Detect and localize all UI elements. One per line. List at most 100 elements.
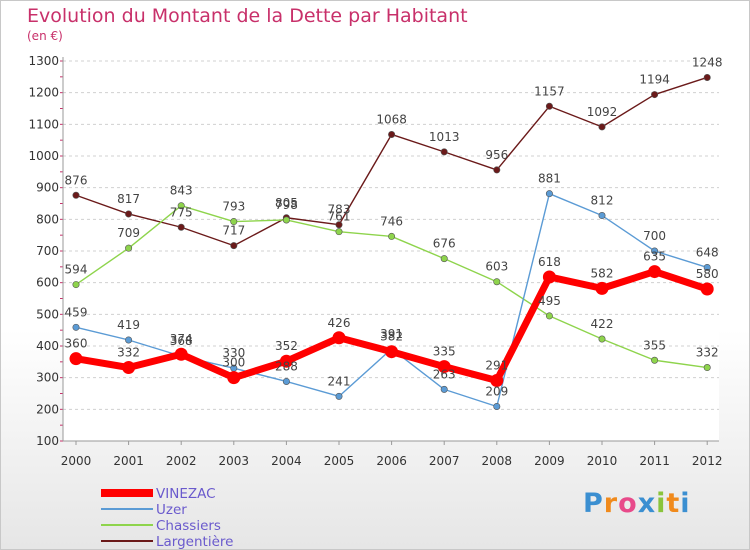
data-label: 717 xyxy=(222,224,245,238)
data-label: 1194 xyxy=(639,73,670,87)
data-point xyxy=(279,354,293,368)
data-point xyxy=(72,323,80,331)
data-label: 332 xyxy=(696,346,719,360)
data-point xyxy=(335,392,343,400)
data-point xyxy=(282,377,290,385)
chart-title: Evolution du Montant de la Dette par Hab… xyxy=(27,5,468,27)
data-point xyxy=(493,402,501,410)
data-label: 426 xyxy=(328,316,351,330)
data-label: 746 xyxy=(380,214,403,228)
data-label: 1248 xyxy=(692,55,723,69)
data-label: 793 xyxy=(222,200,245,214)
data-label: 881 xyxy=(538,172,561,186)
data-point xyxy=(440,385,448,393)
data-label: 459 xyxy=(65,305,88,319)
data-label: 263 xyxy=(433,367,456,381)
data-point xyxy=(437,360,451,374)
data-label: 817 xyxy=(117,192,140,206)
data-point xyxy=(72,191,80,199)
logo-letter: P xyxy=(583,488,604,519)
data-point xyxy=(125,244,133,252)
data-label: 419 xyxy=(117,318,140,332)
data-point xyxy=(440,255,448,263)
data-label: 843 xyxy=(170,184,193,198)
x-tick-label: 2007 xyxy=(429,454,460,468)
y-tick-label: 100 xyxy=(36,434,59,448)
y-tick-label: 300 xyxy=(36,371,59,385)
data-point xyxy=(598,212,606,220)
data-point xyxy=(335,228,343,236)
data-label: 422 xyxy=(591,317,614,331)
x-tick-label: 2006 xyxy=(376,454,407,468)
data-label: 368 xyxy=(170,334,193,348)
y-tick-label: 900 xyxy=(36,181,59,195)
x-tick-label: 2000 xyxy=(61,454,92,468)
data-label: 495 xyxy=(538,294,561,308)
data-point xyxy=(490,374,504,388)
y-tick-label: 1100 xyxy=(28,117,59,131)
logo-letter: i xyxy=(680,488,691,519)
y-tick-label: 600 xyxy=(36,276,59,290)
logo-letter: o xyxy=(618,488,638,519)
plot-area xyxy=(63,57,719,441)
data-label: 374 xyxy=(170,332,193,346)
proxiti-logo: Proxiti xyxy=(583,488,691,519)
data-label: 335 xyxy=(433,345,456,359)
y-tick-label: 1000 xyxy=(28,149,59,163)
data-label: 876 xyxy=(65,173,88,187)
data-point xyxy=(125,336,133,344)
legend-label-uzer: Uzer xyxy=(156,502,187,518)
data-label: 291 xyxy=(485,359,508,373)
data-label: 391 xyxy=(380,327,403,341)
y-tick-label: 700 xyxy=(36,244,59,258)
data-point xyxy=(440,148,448,156)
x-tick-label: 2001 xyxy=(113,454,144,468)
data-label: 648 xyxy=(696,245,719,259)
data-point xyxy=(72,281,80,289)
data-label: 300 xyxy=(222,356,245,370)
data-label: 382 xyxy=(380,330,403,344)
data-label: 676 xyxy=(433,237,456,251)
data-point xyxy=(493,278,501,286)
data-label: 1157 xyxy=(534,84,565,98)
data-label: 360 xyxy=(65,337,88,351)
data-label: 783 xyxy=(328,203,351,217)
data-point xyxy=(335,221,343,229)
data-label: 241 xyxy=(328,374,351,388)
x-tick-label: 2002 xyxy=(166,454,197,468)
data-point xyxy=(282,216,290,224)
data-point xyxy=(545,312,553,320)
legend-label-largentière: Largentière xyxy=(156,534,233,550)
data-point xyxy=(230,242,238,250)
legend-label-vinezac: VINEZAC xyxy=(156,486,216,502)
data-point xyxy=(332,331,346,345)
data-point xyxy=(651,356,659,364)
data-point xyxy=(227,371,241,385)
data-point xyxy=(598,123,606,131)
x-tick-label: 2008 xyxy=(482,454,513,468)
logo-letter: t xyxy=(666,488,681,519)
data-label: 352 xyxy=(275,339,298,353)
data-label: 582 xyxy=(591,266,614,280)
x-tick-label: 2004 xyxy=(271,454,302,468)
data-point xyxy=(388,232,396,240)
data-point xyxy=(545,190,553,198)
x-tick-label: 2012 xyxy=(692,454,723,468)
logo-letter: r xyxy=(603,488,619,519)
data-label: 355 xyxy=(643,338,666,352)
data-point xyxy=(703,73,711,81)
data-point xyxy=(700,282,714,296)
x-tick-label: 2010 xyxy=(587,454,618,468)
data-point xyxy=(595,281,609,295)
y-tick-label: 200 xyxy=(36,402,59,416)
data-point xyxy=(545,102,553,110)
y-tick-label: 500 xyxy=(36,307,59,321)
data-point xyxy=(651,91,659,99)
data-point xyxy=(69,352,83,366)
data-point xyxy=(703,364,711,372)
data-label: 288 xyxy=(275,359,298,373)
data-label: 635 xyxy=(643,250,666,264)
data-label: 330 xyxy=(222,346,245,360)
data-label: 761 xyxy=(328,210,351,224)
